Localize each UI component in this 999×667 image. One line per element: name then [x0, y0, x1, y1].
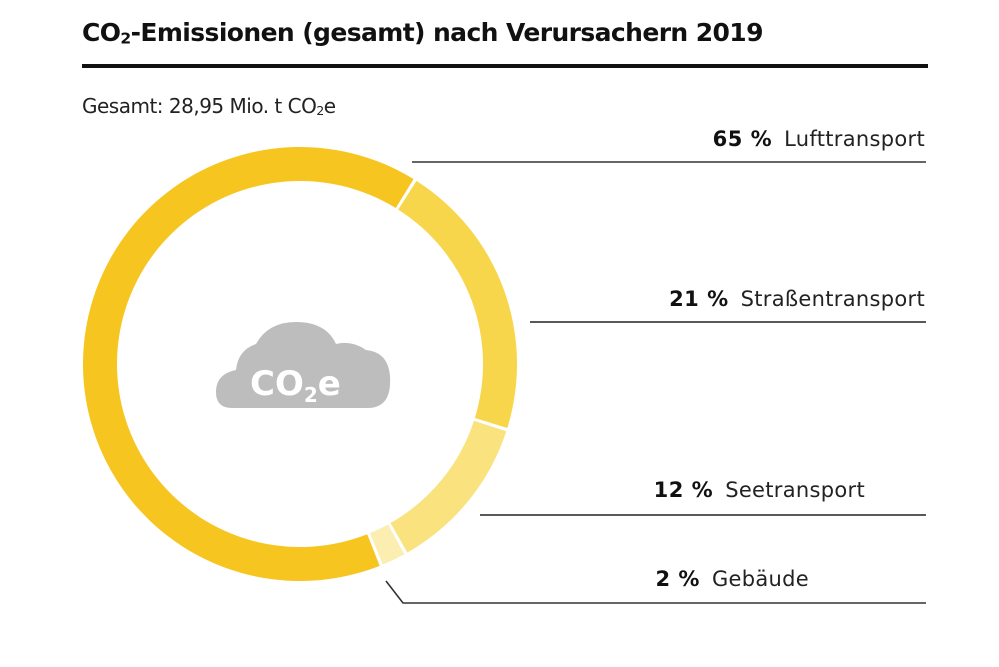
- donut-segments: [83, 146, 517, 581]
- legend-label: Lufttransport: [784, 127, 925, 151]
- title-divider: [82, 64, 928, 68]
- donut-segment-lufttransport: [83, 146, 414, 581]
- leader-line-gebaeude: [385, 580, 926, 604]
- subtitle-text: Gesamt: 28,95 Mio. t CO: [82, 94, 317, 118]
- legend-percent: 21 %: [669, 287, 729, 311]
- cloud-text: CO2e: [250, 364, 341, 407]
- legend-percent: 65 %: [712, 127, 773, 151]
- legend-label: Seetransport: [725, 478, 865, 502]
- legend-label: Straßentransport: [740, 287, 925, 311]
- legend-item-seetransport: 12 % Seetransport: [654, 478, 865, 502]
- subtitle-text-rest: e: [323, 94, 336, 118]
- co2e-cloud-icon: CO2e: [216, 322, 391, 408]
- donut-segment-strassentransport: [398, 180, 517, 428]
- legend-percent: 12 %: [653, 478, 714, 502]
- title-text-rest: -Emissionen (gesamt) nach Verursachern 2…: [130, 18, 764, 47]
- chart-title: CO2-Emissionen (gesamt) nach Verursacher…: [82, 18, 764, 48]
- chart-subtitle: Gesamt: 28,95 Mio. t CO2e: [82, 94, 336, 118]
- donut-segment-gebaeude: [369, 524, 405, 565]
- title-text: CO: [82, 18, 121, 47]
- leader-lines: [385, 161, 926, 604]
- legend-item-gebaeude: 2 % Gebäude: [655, 567, 809, 591]
- legend-item-strassentransport: 21 % Straßentransport: [669, 287, 925, 311]
- legend-percent: 2 %: [655, 567, 700, 591]
- title-subscript: 2: [120, 29, 131, 48]
- subtitle-subscript: 2: [316, 102, 324, 118]
- legend-label: Gebäude: [711, 567, 809, 591]
- legend-item-lufttransport: 65 % Lufttransport: [713, 127, 925, 151]
- donut-segment-seetransport: [390, 420, 507, 553]
